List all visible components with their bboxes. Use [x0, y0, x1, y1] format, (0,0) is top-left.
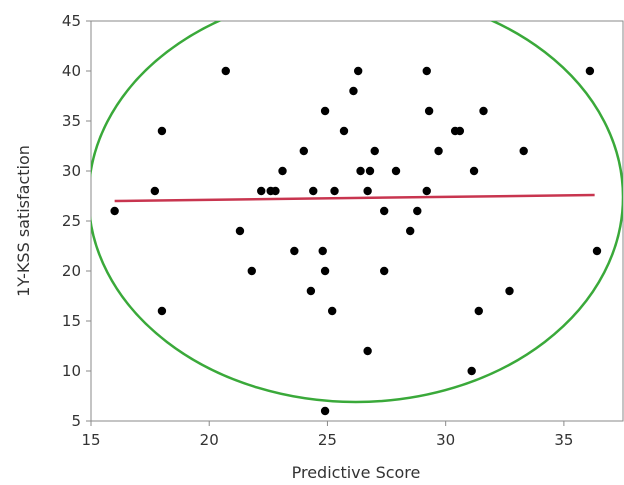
data-point: [519, 146, 528, 156]
y-tick-label: 45: [62, 12, 81, 30]
data-point: [467, 366, 476, 376]
data-point: [370, 146, 379, 156]
y-tick-label: 40: [62, 62, 81, 80]
y-tick-label: 10: [62, 362, 81, 380]
data-point: [585, 66, 595, 76]
fit-line: [114, 193, 595, 203]
data-point: [474, 306, 483, 316]
x-tick-label: 30: [436, 431, 455, 449]
data-point: [422, 66, 431, 76]
data-point: [309, 186, 318, 196]
data-point: [434, 146, 443, 156]
y-tick-label: 20: [62, 262, 81, 280]
x-tick-label: 15: [81, 431, 100, 449]
data-point: [353, 66, 363, 76]
data-point: [391, 166, 401, 176]
data-point: [150, 186, 160, 196]
data-point: [406, 226, 415, 236]
plot-frame: [90, 20, 624, 422]
data-point: [299, 146, 308, 156]
y-tick-label: 25: [62, 212, 81, 230]
y-tick-label: 30: [62, 162, 81, 180]
data-point: [318, 246, 327, 256]
data-point: [320, 406, 330, 416]
data-point: [157, 126, 167, 136]
data-point: [271, 186, 280, 196]
data-point: [505, 286, 514, 296]
y-axis-label: 1Y-KSS satisfaction: [14, 145, 33, 297]
data-point: [356, 166, 365, 176]
x-tick-label: 35: [554, 431, 573, 449]
data-point: [320, 266, 330, 276]
data-point: [422, 186, 431, 196]
data-point: [379, 206, 389, 216]
data-point: [349, 86, 358, 96]
data-point: [424, 106, 434, 116]
data-point: [327, 306, 337, 316]
y-tick-label: 15: [62, 312, 81, 330]
data-point: [469, 166, 479, 176]
data-point: [592, 246, 602, 256]
data-point: [379, 266, 389, 276]
data-point: [479, 106, 488, 116]
data-point: [290, 246, 299, 256]
y-tick-label: 35: [62, 112, 81, 130]
data-point: [413, 206, 422, 216]
x-tick-label: 25: [318, 431, 337, 449]
data-point: [365, 166, 375, 176]
data-point: [235, 226, 245, 236]
y-tick-label: 5: [71, 412, 81, 430]
data-point: [455, 126, 465, 136]
data-point: [157, 306, 167, 316]
data-point: [110, 206, 119, 216]
data-point: [363, 186, 372, 196]
data-point: [320, 106, 330, 116]
data-point: [306, 286, 316, 296]
data-point: [339, 126, 349, 136]
data-point: [330, 186, 339, 196]
data-point: [257, 186, 266, 196]
density-ellipse: [91, 21, 623, 404]
data-point: [363, 346, 372, 356]
data-point: [278, 166, 287, 176]
data-point: [247, 266, 256, 276]
x-tick-label: 20: [200, 431, 219, 449]
x-axis-label: Predictive Score: [292, 463, 421, 482]
data-point: [221, 66, 230, 76]
